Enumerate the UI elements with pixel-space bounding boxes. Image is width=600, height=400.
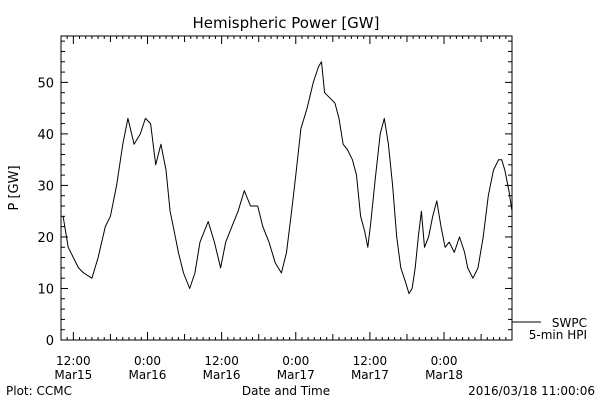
legend-label-5-min-hpi: 5-min HPI [529, 328, 587, 342]
x-axis-ticks: 12:00Mar150:00Mar1612:00Mar160:00Mar1712… [54, 36, 513, 382]
plot-credit: Plot: CCMC [6, 384, 72, 398]
y-tick-label: 50 [37, 76, 54, 91]
x-tick-label-date: Mar16 [129, 368, 167, 382]
x-tick-label-time: 0:00 [134, 354, 161, 368]
y-tick-label: 10 [37, 282, 54, 297]
x-axis-label: Date and Time [242, 384, 330, 398]
y-tick-label: 0 [46, 334, 54, 349]
chart-title: Hemispheric Power [GW] [193, 14, 380, 32]
y-tick-label: 30 [37, 179, 54, 194]
x-tick-label-date: Mar17 [277, 368, 315, 382]
legend-label-swpc: SWPC [552, 316, 587, 330]
x-tick-label-date: Mar18 [425, 368, 463, 382]
x-tick-label-time: 12:00 [204, 354, 239, 368]
x-tick-label-date: Mar15 [54, 368, 92, 382]
x-tick-label-time: 0:00 [431, 354, 458, 368]
plot-timestamp: 2016/03/18 11:00:06 [468, 384, 595, 398]
y-tick-label: 20 [37, 231, 54, 246]
x-tick-label-date: Mar17 [351, 368, 389, 382]
x-tick-label-time: 12:00 [56, 354, 91, 368]
x-tick-label-time: 0:00 [282, 354, 309, 368]
y-axis-label: P [GW] [7, 165, 22, 210]
series-line-5-min-hpi [62, 61, 513, 295]
x-tick-label-date: Mar16 [203, 368, 241, 382]
plot-frame [60, 35, 513, 341]
x-tick-label-time: 12:00 [353, 354, 388, 368]
y-axis-ticks: 0 10 20 30 40 50 [37, 40, 512, 349]
y-tick-label: 40 [37, 128, 54, 143]
